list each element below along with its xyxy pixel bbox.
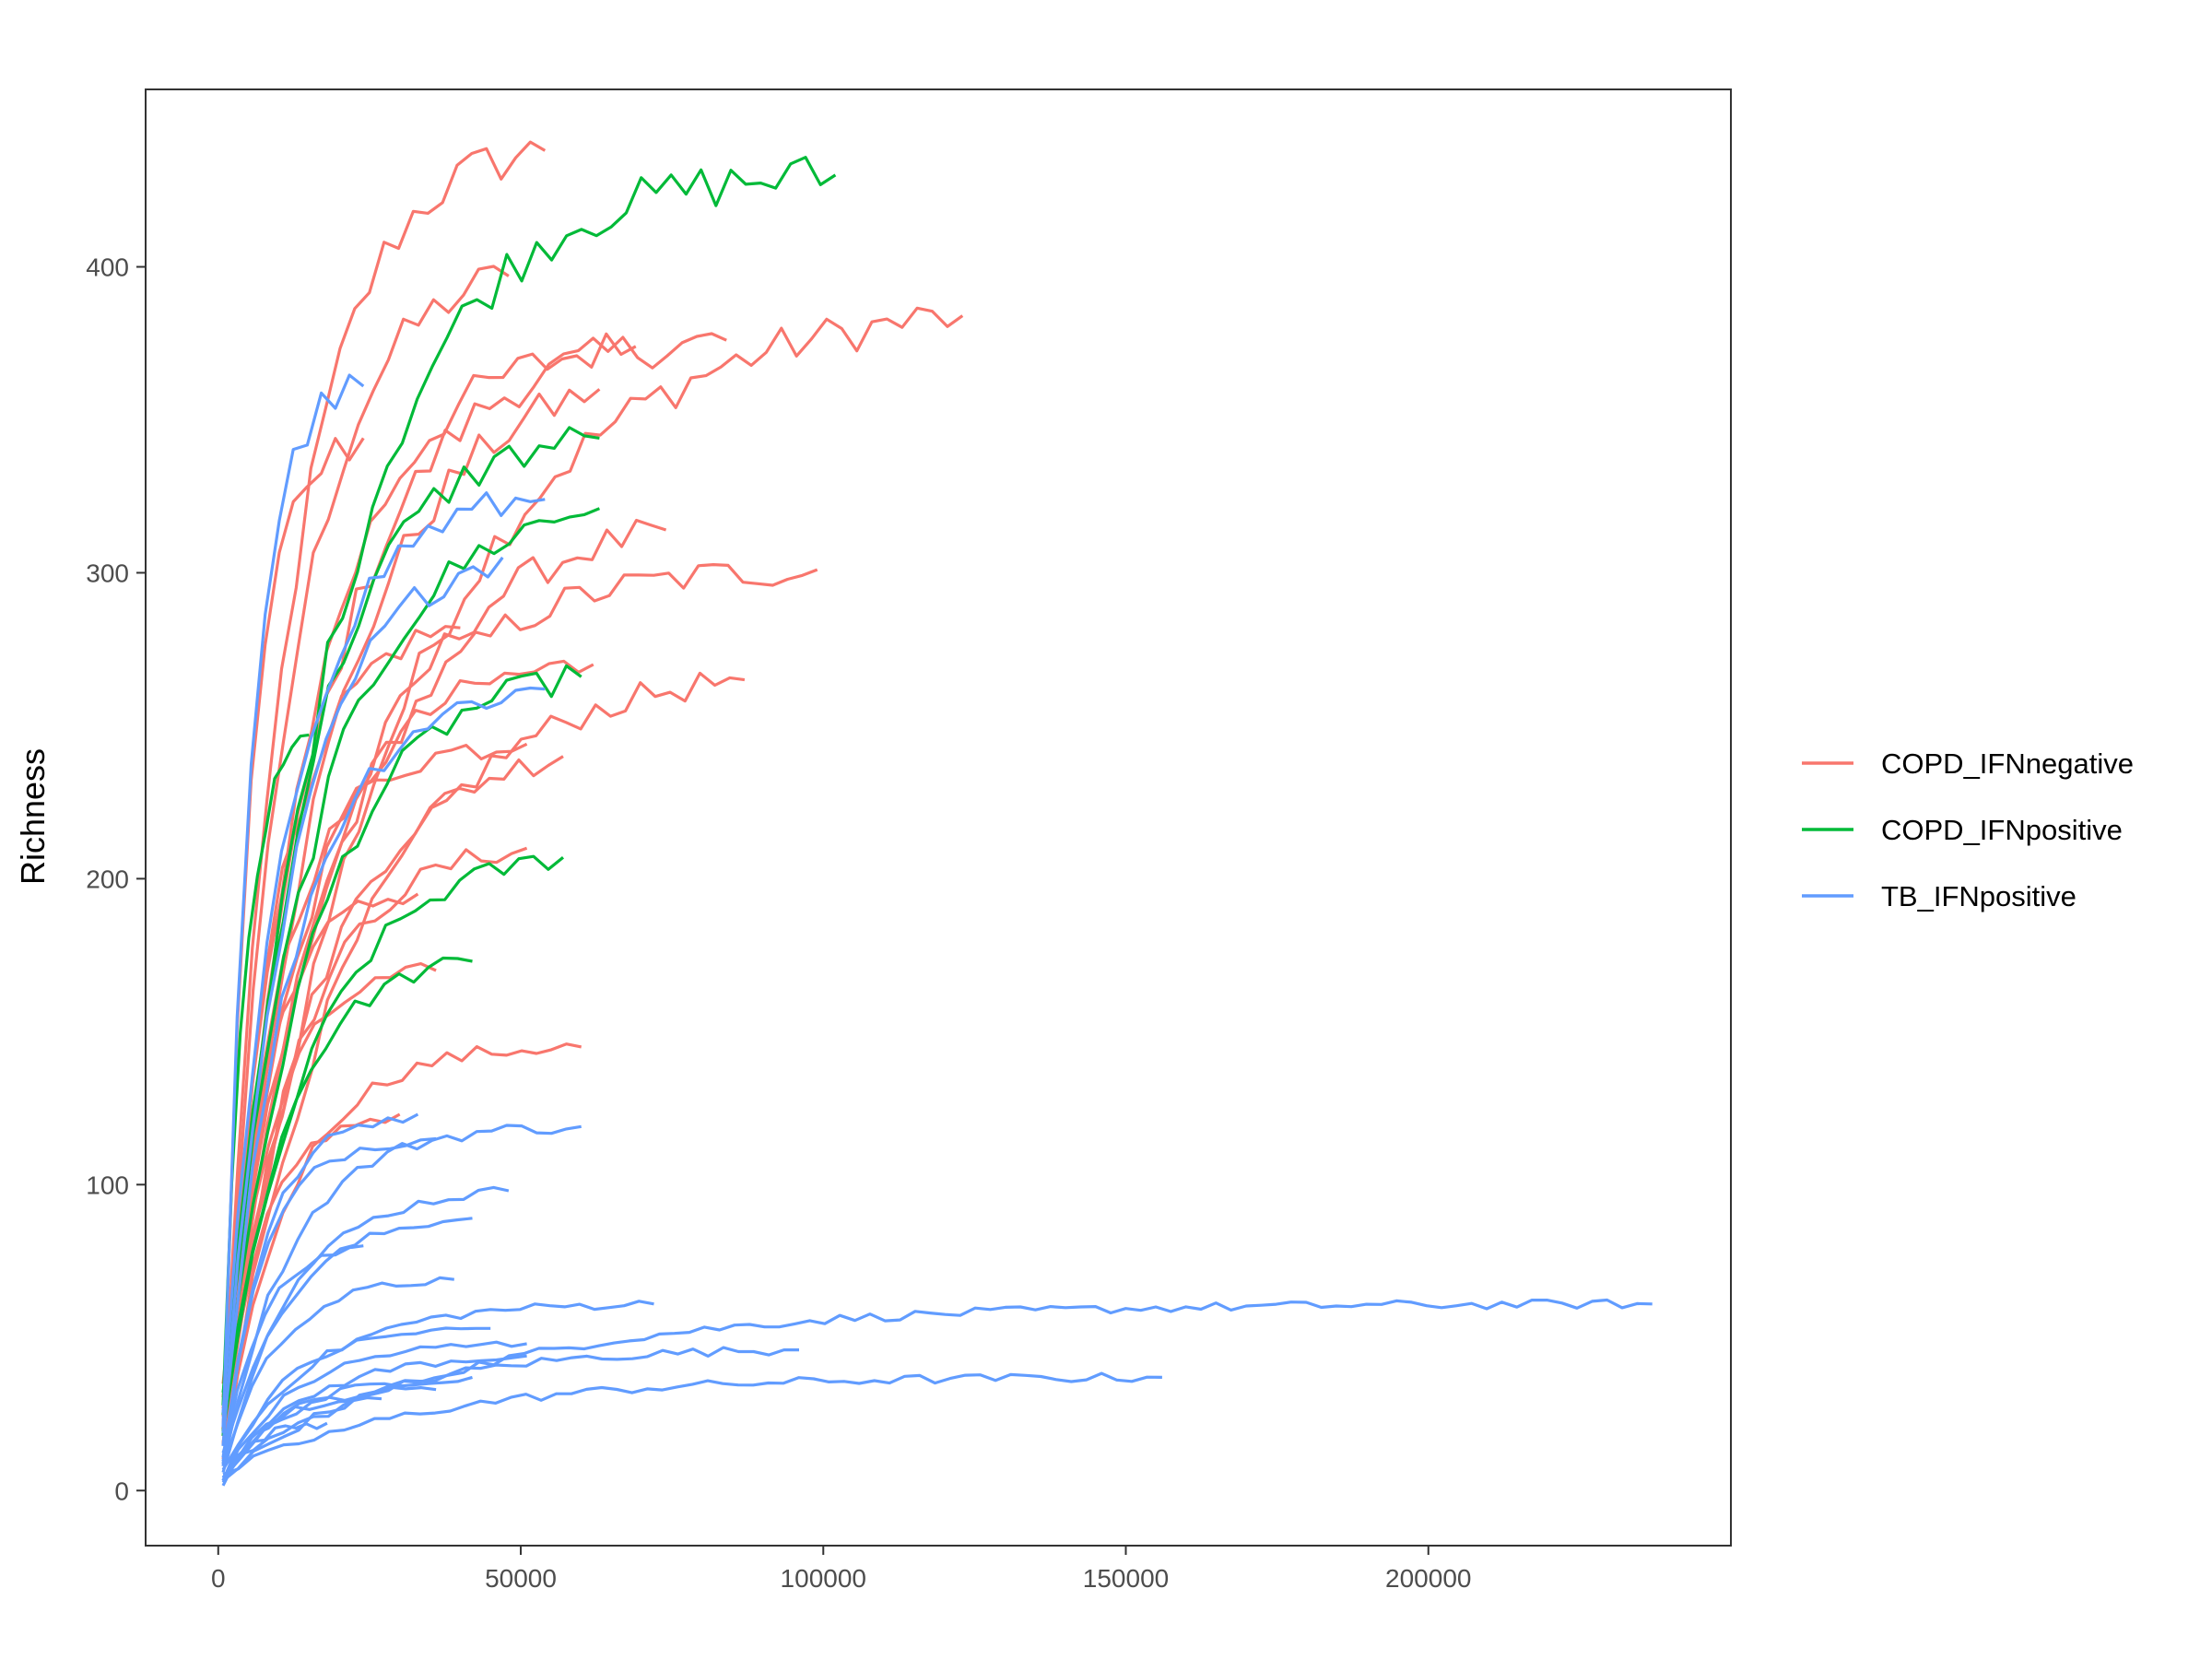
series-line-TB_IFNpositive-31 — [221, 1112, 419, 1458]
x-tick-label: 50000 — [485, 1564, 557, 1593]
legend-item-1: COPD_IFNnegative — [1802, 747, 2134, 780]
series-layer — [221, 140, 1653, 1487]
series-line-TB_IFNpositive-42 — [221, 1346, 799, 1482]
series-line-COPD_IFNpositive-25 — [221, 854, 565, 1433]
x-tick-label: 100000 — [781, 1564, 866, 1593]
series-line-TB_IFNpositive-32 — [221, 1124, 582, 1467]
series-line-TB_IFNpositive-39 — [221, 1300, 654, 1471]
series-line-COPD_IFNnegative-16 — [221, 892, 419, 1430]
legend-label: COPD_IFNpositive — [1881, 814, 2123, 846]
series-line-TB_IFNpositive-27 — [221, 373, 365, 1428]
series-line-TB_IFNpositive-36 — [221, 1244, 364, 1462]
series-line-COPD_IFNnegative-19 — [221, 1112, 401, 1443]
series-line-COPD_IFNpositive-24 — [221, 733, 310, 1406]
y-axis: 0 100 200 300 400 — [86, 253, 146, 1505]
series-line-COPD_IFNnegative-5 — [221, 332, 637, 1417]
series-line-COPD_IFNnegative-2 — [221, 265, 510, 1430]
series-line-TB_IFNpositive-30 — [221, 686, 546, 1433]
series-line-TB_IFNpositive-28 — [221, 491, 546, 1413]
x-tick-label: 200000 — [1385, 1564, 1471, 1593]
series-line-TB_IFNpositive-33 — [221, 1136, 437, 1465]
legend: COPD_IFNnegative COPD_IFNpositive TB_IFNpo… — [1802, 747, 2134, 912]
series-line-COPD_IFNnegative-10 — [221, 625, 461, 1417]
series-line-COPD_IFNnegative-11 — [221, 659, 594, 1428]
y-tick-label: 0 — [114, 1477, 129, 1505]
series-line-TB_IFNpositive-40 — [221, 1326, 491, 1481]
series-line-COPD_IFNnegative-1 — [221, 140, 547, 1429]
legend-item-3: TB_IFNpositive — [1802, 880, 2077, 912]
series-line-TB_IFNpositive-37 — [221, 1276, 454, 1466]
series-line-TB_IFNpositive-44 — [222, 1371, 1162, 1477]
x-tick-label: 0 — [211, 1564, 226, 1593]
y-tick-label: 100 — [86, 1171, 129, 1199]
y-tick-label: 200 — [86, 865, 129, 893]
series-line-TB_IFNpositive-47 — [221, 1395, 382, 1484]
series-line-TB_IFNpositive-41 — [221, 1340, 527, 1482]
legend-label: TB_IFNpositive — [1881, 880, 2077, 912]
series-line-TB_IFNpositive-43 — [221, 1354, 527, 1479]
legend-item-2: COPD_IFNpositive — [1802, 814, 2123, 846]
series-line-COPD_IFNpositive-22 — [221, 507, 601, 1393]
series-line-TB_IFNpositive-29 — [221, 556, 504, 1447]
y-tick-label: 300 — [86, 559, 129, 587]
x-axis: 0 50000 100000 150000 200000 — [211, 1546, 1471, 1593]
series-line-COPD_IFNpositive-23 — [221, 664, 582, 1432]
series-line-COPD_IFNnegative-6 — [221, 388, 601, 1409]
series-line-COPD_IFNnegative-15 — [221, 846, 528, 1430]
y-axis-title: Richness — [14, 748, 52, 885]
y-tick-label: 400 — [86, 253, 129, 282]
x-tick-label: 150000 — [1083, 1564, 1169, 1593]
legend-label: COPD_IFNnegative — [1881, 747, 2134, 780]
series-line-TB_IFNpositive-48 — [221, 1421, 328, 1487]
panel-border — [145, 88, 1732, 1547]
series-line-COPD_IFNnegative-17 — [221, 961, 437, 1445]
series-line-TB_IFNpositive-38 — [222, 1298, 1653, 1467]
series-line-COPD_IFNnegative-9 — [221, 562, 818, 1398]
series-line-COPD_IFNpositive-20 — [221, 156, 837, 1416]
series-line-COPD_IFNpositive-26 — [221, 956, 473, 1432]
series-line-COPD_IFNnegative-12 — [221, 671, 746, 1445]
